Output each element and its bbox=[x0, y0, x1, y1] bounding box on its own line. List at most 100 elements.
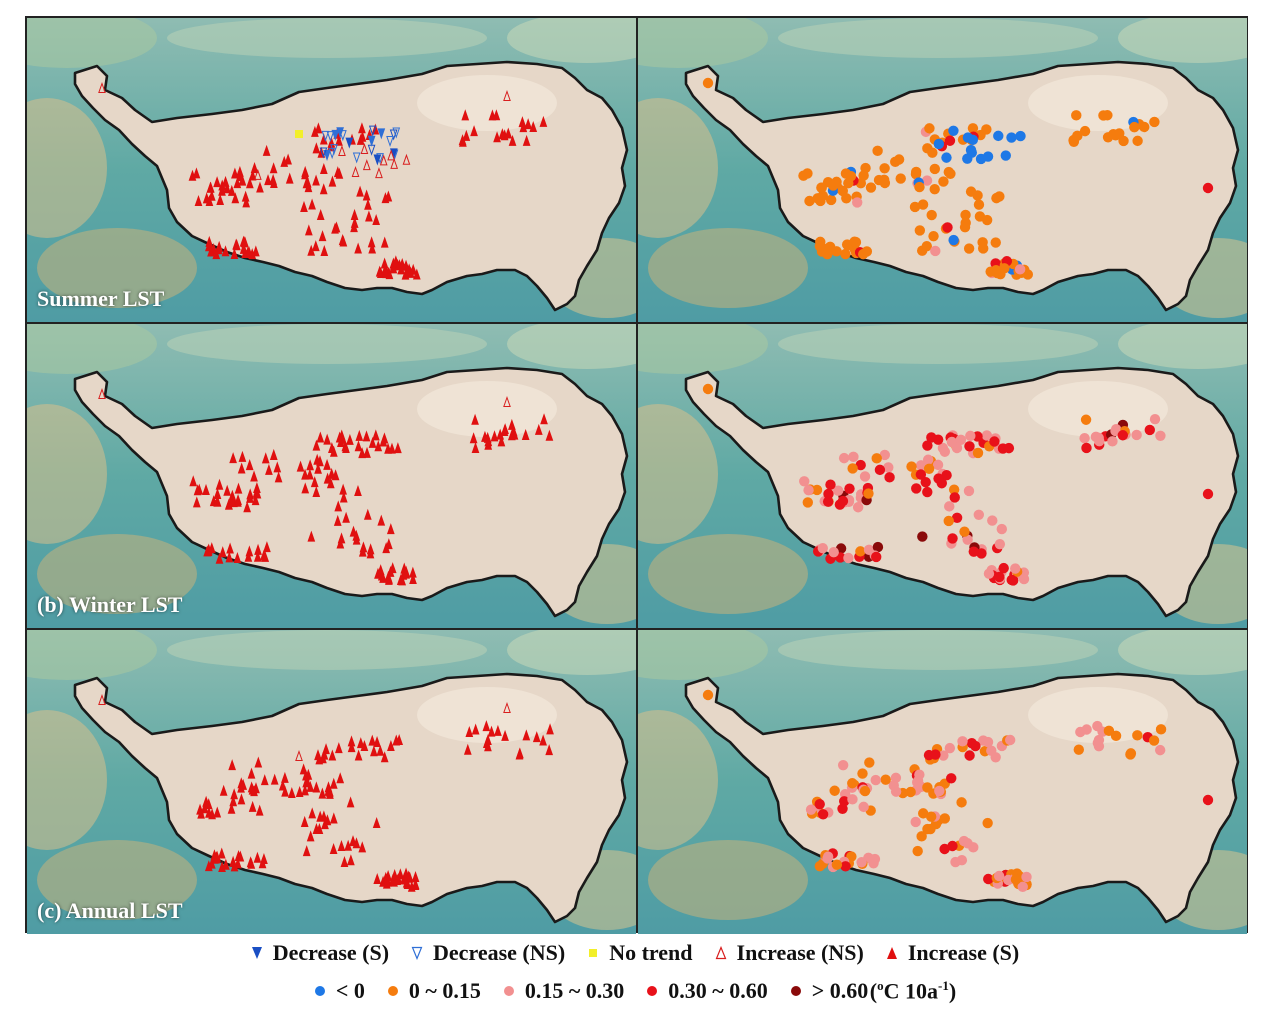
dark-red-dot-icon bbox=[790, 986, 801, 997]
station-dot-neg bbox=[993, 130, 1004, 142]
up-triangle-marker bbox=[278, 779, 287, 791]
station-dot-high bbox=[939, 843, 950, 855]
up-triangle-marker bbox=[534, 423, 543, 435]
station-dot-mid bbox=[828, 547, 839, 558]
station-dot-mid bbox=[817, 542, 828, 554]
station-dot-neg bbox=[982, 151, 994, 162]
station-dot-high bbox=[822, 496, 834, 507]
up-triangle-marker bbox=[212, 248, 221, 260]
up-triangle-marker bbox=[372, 817, 381, 829]
up-triangle-marker bbox=[388, 442, 396, 454]
up-triangle-marker bbox=[384, 869, 392, 882]
map-winter-rate bbox=[638, 324, 1247, 628]
station-dot-high bbox=[922, 486, 933, 498]
up-triangle-marker bbox=[246, 491, 254, 503]
up-triangle-marker bbox=[332, 221, 341, 233]
down-triangle-marker bbox=[321, 130, 330, 142]
station-dot-mid bbox=[832, 485, 844, 496]
station-dot-low bbox=[863, 488, 874, 499]
up-triangle-marker bbox=[546, 723, 554, 735]
station-dot-high bbox=[844, 483, 855, 494]
map-annual-trend: (c) Annual LST bbox=[27, 630, 636, 934]
station-dot-neg bbox=[962, 132, 974, 143]
station-dot-low bbox=[963, 243, 975, 254]
up-triangle-marker bbox=[253, 851, 262, 863]
up-triangle-marker bbox=[354, 242, 362, 254]
station-dot-mid bbox=[1003, 874, 1014, 886]
up-triangle-marker bbox=[208, 808, 216, 820]
up-triangle-marker bbox=[358, 130, 367, 142]
down-triangle-marker bbox=[377, 128, 386, 140]
station-dot-mid bbox=[955, 434, 967, 446]
legend-item-rate-low: 0 ~ 0.15 bbox=[387, 978, 481, 1004]
up-triangle-marker bbox=[253, 487, 262, 499]
map-annual-rate bbox=[638, 630, 1247, 934]
up-triangle-marker bbox=[379, 435, 388, 447]
station-dot-mid bbox=[1017, 881, 1028, 893]
station-dot-high bbox=[915, 469, 927, 480]
station-dot-low bbox=[1010, 874, 1022, 885]
up-triangle-marker bbox=[254, 543, 262, 555]
up-triangle-marker bbox=[323, 458, 331, 470]
station-dot-low bbox=[1102, 110, 1113, 121]
up-triangle-marker bbox=[251, 494, 260, 506]
station-dot-high bbox=[839, 796, 850, 807]
up-triangle-marker bbox=[465, 725, 474, 737]
station-dot-low bbox=[939, 813, 951, 824]
up-triangle-marker bbox=[516, 747, 524, 759]
up-triangle-marker bbox=[244, 550, 253, 562]
up-triangle-marker bbox=[316, 209, 325, 221]
up-triangle-marker bbox=[334, 742, 343, 754]
plateau-border bbox=[684, 366, 1240, 618]
up-triangle-marker bbox=[336, 772, 345, 784]
legend-label: Decrease (S) bbox=[272, 940, 390, 965]
up-triangle-marker bbox=[360, 142, 369, 155]
up-triangle-marker bbox=[192, 167, 201, 179]
up-triangle-marker bbox=[242, 196, 251, 208]
station-dot-low bbox=[895, 173, 906, 184]
up-triangle-marker bbox=[498, 128, 507, 140]
up-triangle-marker bbox=[240, 236, 249, 248]
station-dot-high bbox=[871, 551, 882, 563]
down-triangle-marker bbox=[319, 147, 328, 159]
station-dot-low bbox=[846, 851, 857, 862]
station-dot-neg bbox=[1000, 150, 1011, 161]
up-triangle-marker bbox=[370, 745, 378, 757]
up-triangle-marker bbox=[314, 749, 322, 761]
up-triangle-marker bbox=[229, 795, 238, 807]
up-triangle-marker bbox=[253, 550, 262, 562]
up-triangle-marker bbox=[312, 486, 321, 498]
up-triangle-marker bbox=[375, 167, 383, 179]
station-dot-neg bbox=[941, 152, 952, 163]
up-triangle-marker bbox=[216, 193, 225, 205]
up-triangle-marker bbox=[364, 198, 372, 210]
up-triangle-marker bbox=[323, 472, 332, 484]
station-dot-high bbox=[947, 840, 958, 852]
red-dot-icon bbox=[647, 986, 658, 997]
up-triangle-marker bbox=[409, 573, 417, 585]
station-dot-high bbox=[920, 476, 931, 488]
map-svg bbox=[27, 630, 636, 934]
up-triangle-marker bbox=[342, 511, 350, 523]
station-dot-low bbox=[959, 526, 970, 537]
orange-dot-icon bbox=[387, 986, 398, 997]
station-dot-high bbox=[1117, 430, 1128, 441]
up-triangle-marker bbox=[193, 484, 202, 496]
station-dot-mid bbox=[914, 769, 925, 780]
blue-dot-icon bbox=[314, 986, 325, 997]
up-triangle-marker bbox=[274, 471, 283, 483]
up-triangle-marker bbox=[227, 184, 236, 196]
station-dot-high bbox=[855, 459, 866, 471]
up-triangle-marker bbox=[388, 562, 397, 574]
station-dot-low bbox=[981, 214, 993, 226]
up-triangle-marker bbox=[405, 871, 414, 883]
station-dot-mid bbox=[957, 736, 968, 747]
up-triangle-marker bbox=[295, 785, 304, 798]
up-triangle-marker bbox=[376, 744, 385, 756]
up-triangle-marker bbox=[324, 784, 333, 796]
up-triangle-marker bbox=[228, 759, 237, 771]
station-dot-mid bbox=[990, 752, 1001, 763]
station-dot-high bbox=[911, 483, 922, 494]
up-triangle-marker bbox=[308, 807, 317, 819]
station-dot-mid bbox=[843, 552, 854, 564]
